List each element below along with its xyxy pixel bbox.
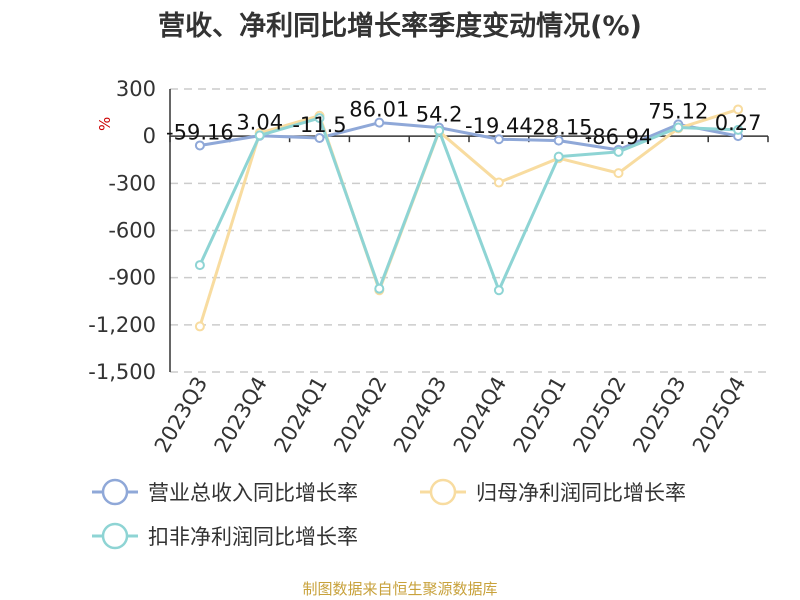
grid-lines <box>170 88 768 373</box>
data-label: 3.04 <box>236 111 283 135</box>
x-tick-label: 2023Q3 <box>150 373 212 457</box>
y-axis-label: % <box>96 117 114 131</box>
y-tick-label: -1,500 <box>88 360 156 384</box>
series-lines <box>194 104 744 332</box>
x-tick-label: 2024Q2 <box>329 373 391 457</box>
data-point <box>194 140 205 151</box>
data-label: -86.94 <box>585 125 653 149</box>
data-point <box>553 151 564 162</box>
x-tick-label: 2023Q4 <box>210 373 272 457</box>
data-label: -59.16 <box>166 120 234 144</box>
y-tick-label: -900 <box>108 266 156 290</box>
data-point <box>194 321 205 332</box>
series-line-1 <box>199 121 739 152</box>
y-tick-label: -600 <box>108 219 156 243</box>
series-line-2 <box>198 108 739 327</box>
legend-label: 归母净利润同比增长率 <box>476 481 686 505</box>
series-line-3 <box>198 116 739 292</box>
data-label: -11.5 <box>292 113 346 137</box>
y-tick-label: 0 <box>143 124 156 148</box>
chart-title: 营收、净利同比增长率季度变动情况(%) <box>158 11 642 42</box>
legend-item: 归母净利润同比增长率 <box>420 478 686 506</box>
data-point <box>314 132 325 143</box>
data-point <box>314 113 325 124</box>
legend-marker <box>101 478 129 506</box>
data-labels: -59.16 3.04 -11.586.01 54.2 -19.44-28.15-86.… <box>166 98 761 149</box>
x-tick-label: 2025Q4 <box>688 373 750 457</box>
legend-label: 营业总收入同比增长率 <box>148 481 358 505</box>
data-point <box>613 146 624 157</box>
source-note: 制图数据来自恒生聚源数据库 <box>302 580 498 598</box>
data-point <box>613 168 624 179</box>
x-tick-label: 2025Q3 <box>628 373 690 457</box>
data-label: 54.2 <box>416 103 463 127</box>
data-label: -19.44 <box>465 114 533 138</box>
data-point <box>673 122 684 133</box>
data-point <box>733 124 744 135</box>
legend-item: 营业总收入同比增长率 <box>92 478 358 506</box>
data-label: 0.27 <box>715 111 762 135</box>
data-point <box>733 104 744 115</box>
x-tick-label: 2024Q1 <box>269 373 331 457</box>
data-point <box>493 177 504 188</box>
data-point <box>374 117 385 128</box>
data-label: -28.15 <box>525 116 593 140</box>
data-point <box>493 134 504 145</box>
legend-marker <box>429 478 457 506</box>
y-tick-label: 300 <box>116 77 156 101</box>
x-tick-label: 2025Q1 <box>509 373 571 457</box>
data-point <box>194 260 205 271</box>
data-point <box>374 283 385 294</box>
data-point <box>493 285 504 296</box>
data-point <box>553 135 564 146</box>
legend-label: 扣非净利润同比增长率 <box>148 525 358 549</box>
legend-marker <box>101 522 129 550</box>
x-tick-label: 2024Q3 <box>389 373 451 457</box>
y-tick-label: -1,200 <box>88 313 156 337</box>
data-label: 86.01 <box>349 98 409 122</box>
x-tick-label: 2024Q4 <box>449 373 511 457</box>
legend-item: 扣非净利润同比增长率 <box>92 522 358 550</box>
x-tick-label: 2025Q2 <box>568 373 630 457</box>
data-label: 75.12 <box>648 99 708 123</box>
data-point <box>254 130 265 141</box>
data-point <box>434 125 445 136</box>
y-tick-label: -300 <box>108 171 156 195</box>
